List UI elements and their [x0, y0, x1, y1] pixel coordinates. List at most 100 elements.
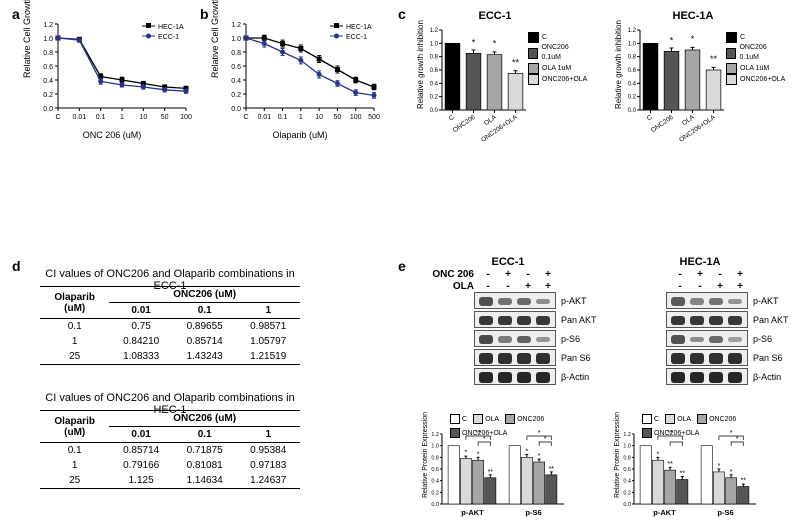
- svg-text:0.4: 0.4: [231, 78, 241, 85]
- bar-c0-ylabel: Relative growth inhibition: [416, 20, 425, 109]
- svg-text:0.0: 0.0: [231, 106, 241, 113]
- svg-text:0.4: 0.4: [628, 81, 637, 87]
- svg-text:*: *: [718, 463, 721, 470]
- svg-text:0.0: 0.0: [430, 108, 439, 114]
- svg-text:0.2: 0.2: [43, 92, 53, 99]
- bar-c1-ylabel: Relative growth inhibition: [614, 20, 623, 109]
- svg-text:1.0: 1.0: [231, 36, 241, 43]
- blot-ecc1: ECC-1ONC 206-+-+OLA--++p-AKTPan AKTp-S6P…: [418, 256, 598, 387]
- panel-label-b: b: [200, 6, 209, 22]
- svg-text:0.4: 0.4: [431, 479, 439, 485]
- svg-text:0.1: 0.1: [278, 114, 288, 121]
- svg-text:*: *: [691, 34, 695, 44]
- svg-text:1.2: 1.2: [430, 28, 439, 34]
- svg-text:ONC206: ONC206: [650, 114, 675, 134]
- svg-text:0.6: 0.6: [628, 68, 637, 74]
- svg-text:**: **: [512, 57, 520, 67]
- svg-text:0.01: 0.01: [257, 114, 271, 121]
- svg-text:*: *: [465, 450, 468, 457]
- svg-text:50: 50: [334, 114, 342, 121]
- svg-text:C: C: [448, 114, 456, 123]
- svg-text:*: *: [493, 39, 497, 49]
- svg-text:C: C: [243, 114, 248, 121]
- bar-hec1a-combo: HEC-1A Relative growth inhibition 0.00.2…: [618, 14, 768, 154]
- svg-text:*: *: [657, 451, 660, 458]
- chart-b-ylabel: Relative Cell Growth Inhibition: [210, 0, 220, 78]
- bar-c1-svg: 0.00.20.40.60.81.01.2C*ONC206*OLA**ONC20…: [618, 14, 728, 144]
- svg-text:**: **: [549, 466, 555, 473]
- svg-text:0.01: 0.01: [73, 114, 87, 121]
- svg-text:1.2: 1.2: [431, 432, 439, 438]
- chart-olaparib-dose: Relative Cell Growth Inhibition 0.00.20.…: [220, 18, 380, 138]
- svg-text:**: **: [680, 471, 686, 478]
- bar-c1-title: HEC-1A: [618, 10, 768, 22]
- blot-hec1a: HEC-1A-+-+--++p-AKTPan AKTp-S6Pan S6β-Ac…: [610, 256, 790, 387]
- svg-text:ECC-1: ECC-1: [346, 34, 367, 41]
- svg-text:*: *: [670, 35, 674, 45]
- svg-text:1.0: 1.0: [43, 36, 53, 43]
- svg-text:0.4: 0.4: [430, 81, 439, 87]
- svg-text:0.6: 0.6: [231, 64, 241, 71]
- svg-text:0.6: 0.6: [430, 68, 439, 74]
- svg-text:0.8: 0.8: [43, 50, 53, 57]
- quant-bar-ecc1: Relative Protein Expression 0.00.20.40.6…: [418, 420, 568, 520]
- bar-ecc1-combo: ECC-1 Relative growth inhibition 0.00.20…: [420, 14, 570, 154]
- svg-text:C: C: [55, 114, 60, 121]
- svg-text:HEC-1A: HEC-1A: [158, 24, 184, 31]
- svg-text:0.8: 0.8: [623, 455, 631, 461]
- svg-text:HEC-1A: HEC-1A: [346, 24, 372, 31]
- bar-c1-legend: CONC206 0.1uMOLA 1uMONC206+OLA: [726, 32, 785, 85]
- svg-text:1.0: 1.0: [628, 41, 637, 47]
- svg-text:0.6: 0.6: [623, 467, 631, 473]
- chart-a-svg: 0.00.20.40.60.81.01.2C0.010.111050100HEC…: [32, 18, 192, 128]
- svg-text:*: *: [730, 469, 733, 476]
- svg-text:0.2: 0.2: [430, 95, 439, 101]
- svg-text:0.2: 0.2: [231, 92, 241, 99]
- svg-text:OLA: OLA: [681, 114, 696, 128]
- panel-label-c: c: [398, 6, 406, 22]
- svg-text:0.0: 0.0: [623, 502, 631, 508]
- bar-c0-svg: 0.00.20.40.60.81.01.2C*ONC206*OLA**ONC20…: [420, 14, 530, 144]
- bar-c0-legend: CONC206 0.1uMOLA 1uMONC206+OLA: [528, 32, 587, 85]
- svg-text:ONC206: ONC206: [452, 114, 477, 134]
- svg-text:1.0: 1.0: [430, 41, 439, 47]
- svg-text:100: 100: [350, 114, 362, 121]
- svg-text:**: **: [488, 469, 494, 476]
- svg-text:0.0: 0.0: [628, 108, 637, 114]
- svg-text:*: *: [538, 453, 541, 460]
- svg-text:p-AKT: p-AKT: [461, 508, 484, 517]
- bar-c0-title: ECC-1: [420, 10, 570, 22]
- svg-text:1.2: 1.2: [623, 432, 631, 438]
- svg-text:0.6: 0.6: [431, 467, 439, 473]
- quant-ecc1-ylabel: Relative Protein Expression: [422, 412, 429, 498]
- svg-text:1.0: 1.0: [431, 444, 439, 450]
- svg-text:0.1: 0.1: [96, 114, 106, 121]
- svg-text:0.0: 0.0: [43, 106, 53, 113]
- svg-text:10: 10: [315, 114, 323, 121]
- svg-text:*: *: [526, 448, 529, 455]
- panel-label-d: d: [12, 258, 21, 274]
- svg-text:**: **: [741, 478, 747, 485]
- svg-text:1.2: 1.2: [231, 22, 241, 29]
- svg-text:500: 500: [368, 114, 380, 121]
- svg-text:0.4: 0.4: [623, 479, 631, 485]
- svg-text:1.2: 1.2: [43, 22, 53, 29]
- svg-text:1.2: 1.2: [628, 28, 637, 34]
- ci-table-hec1: Olaparib(uM)ONC206 (uM)0.010.110.10.8571…: [40, 410, 300, 489]
- svg-text:0.4: 0.4: [43, 78, 53, 85]
- chart-b-svg: 0.00.20.40.60.81.01.2C0.010.111050100500…: [220, 18, 380, 128]
- svg-text:0.2: 0.2: [431, 490, 439, 496]
- svg-text:C: C: [646, 114, 654, 123]
- svg-text:50: 50: [161, 114, 169, 121]
- chart-a-xlabel: ONC 206 (uM): [32, 130, 192, 140]
- svg-text:p-S6: p-S6: [717, 508, 733, 517]
- svg-text:ECC-1: ECC-1: [158, 34, 179, 41]
- chart-onc206-dose: Relative Cell Growth Inhibition 0.00.20.…: [32, 18, 192, 138]
- svg-text:1: 1: [299, 114, 303, 121]
- svg-text:0.8: 0.8: [430, 55, 439, 61]
- svg-text:OLA: OLA: [483, 114, 498, 128]
- svg-text:0.8: 0.8: [628, 55, 637, 61]
- svg-text:*: *: [477, 451, 480, 458]
- quant-bar-hec1a: Relative Protein Expression 0.00.20.40.6…: [610, 420, 760, 520]
- svg-text:**: **: [710, 54, 718, 64]
